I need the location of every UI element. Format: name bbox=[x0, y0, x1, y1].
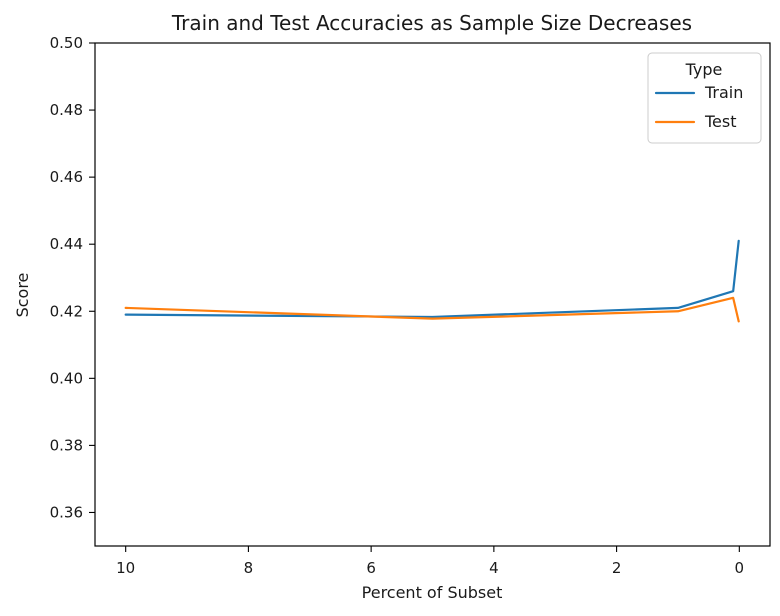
x-tick-label: 0 bbox=[735, 559, 745, 577]
legend-title: Type bbox=[685, 60, 723, 79]
x-axis-label: Percent of Subset bbox=[362, 583, 503, 602]
y-tick-label: 0.42 bbox=[50, 302, 83, 320]
series-line-test bbox=[124, 296, 740, 323]
chart-title: Train and Test Accuracies as Sample Size… bbox=[171, 11, 692, 35]
legend-label-train: Train bbox=[704, 83, 743, 102]
y-tick-label: 0.36 bbox=[50, 503, 83, 521]
plot-frame bbox=[94, 42, 771, 547]
y-tick-label: 0.46 bbox=[50, 168, 83, 186]
series-layer bbox=[124, 239, 740, 323]
y-tick-label: 0.40 bbox=[50, 369, 83, 387]
y-tick-label: 0.44 bbox=[50, 235, 83, 253]
y-tick-label: 0.50 bbox=[50, 34, 83, 52]
x-tick-label: 2 bbox=[612, 559, 622, 577]
x-axis-ticks: 10 8 6 4 2 0 bbox=[116, 546, 744, 577]
y-tick-label: 0.38 bbox=[50, 436, 83, 454]
legend-items: Train Test bbox=[654, 83, 743, 131]
series-line-train bbox=[124, 239, 740, 319]
legend-label-test: Test bbox=[704, 112, 737, 131]
y-axis-label: Score bbox=[13, 273, 32, 318]
x-tick-label: 6 bbox=[366, 559, 376, 577]
x-tick-label: 10 bbox=[116, 559, 135, 577]
x-tick-label: 8 bbox=[244, 559, 254, 577]
legend-box bbox=[647, 52, 762, 144]
x-tick-label: 4 bbox=[489, 559, 499, 577]
legend: Type Train Test bbox=[647, 52, 762, 144]
y-axis-ticks: 0.36 0.38 0.40 0.42 0.44 0.46 0.48 0.50 bbox=[50, 34, 95, 521]
y-tick-label: 0.48 bbox=[50, 101, 83, 119]
